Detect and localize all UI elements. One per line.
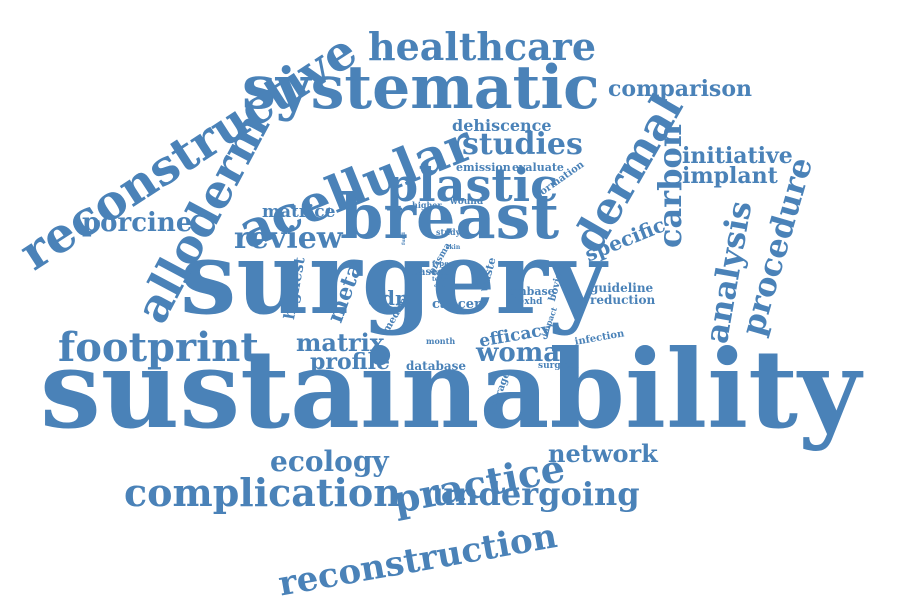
word-rate: rate: [432, 267, 451, 277]
word-surgical: surgical: [538, 361, 579, 371]
word-matrix: matrix: [296, 328, 385, 357]
word-wound: wound: [450, 197, 484, 207]
word-ecology: ecology: [270, 445, 389, 478]
word-fund: fund: [401, 232, 407, 245]
word-adm: adm: [368, 286, 417, 310]
word-higher: higher: [412, 200, 442, 210]
word-porcine: porcine: [82, 208, 193, 238]
word-breast: breast: [340, 180, 560, 253]
word-systematic: systematic: [242, 53, 600, 123]
word-studies: studies: [462, 127, 583, 162]
word-term: term: [432, 276, 449, 283]
word-guideline: guideline: [590, 281, 654, 295]
word-undergoing: undergoing: [432, 475, 640, 513]
word-implant: implant: [682, 163, 778, 189]
word-plastic: plastic: [386, 158, 559, 212]
word-evaluate: evaluate: [512, 161, 564, 174]
word-emission: emission: [456, 161, 511, 174]
word-dehiscence: dehiscence: [452, 116, 552, 135]
word-review: review: [234, 221, 343, 256]
word-profile: profile: [310, 349, 390, 375]
word-reduction: reduction: [590, 293, 656, 307]
word-footprint: footprint: [58, 324, 259, 371]
word-initiative: initiative: [682, 143, 793, 169]
word-reconstruction: reconstruction: [275, 516, 561, 597]
word-skin: skin: [446, 244, 461, 251]
word-woman: woman: [476, 338, 579, 368]
word-network: network: [548, 439, 658, 468]
word-flexhd: flexhd: [512, 297, 543, 307]
word-comparison: comparison: [608, 76, 752, 102]
word-database: database: [406, 359, 467, 373]
word-based: based: [412, 267, 445, 278]
word-healthcare: healthcare: [368, 24, 596, 69]
word-cost: cost: [434, 283, 446, 289]
word-type: type: [432, 259, 449, 268]
word-month: month: [426, 336, 456, 346]
word-surgery: surgery: [180, 219, 607, 337]
word-cancer: cancer: [432, 297, 481, 312]
word-embase: embase: [508, 285, 555, 298]
word-sustainability: sustainability: [40, 327, 861, 453]
word-study: study: [436, 227, 461, 237]
word-complication: complication: [124, 470, 401, 515]
word-matrice: matrice: [262, 202, 336, 222]
